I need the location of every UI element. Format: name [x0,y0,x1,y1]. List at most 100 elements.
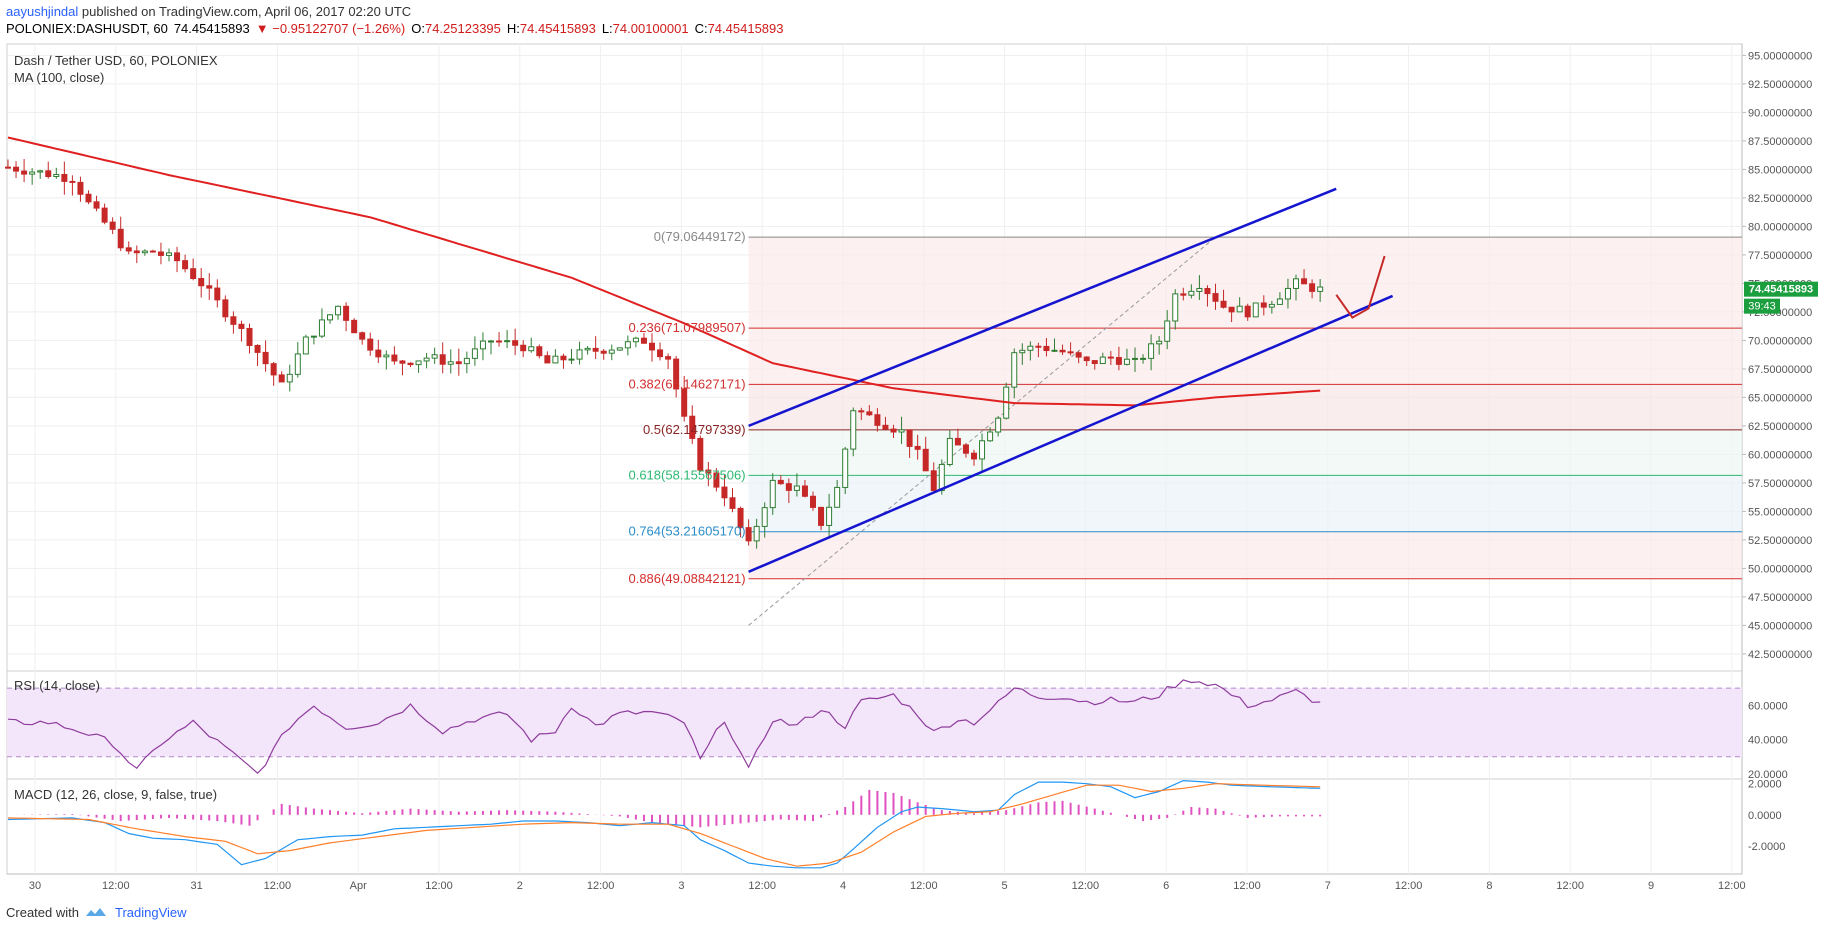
candle-body [1252,302,1259,318]
rsi-axis: 60.0000 40.0000 20.0000 [1748,700,1788,781]
candle-body [182,260,189,270]
candle-body [689,415,696,439]
candle-body [471,348,478,359]
price-axis[interactable]: 95.00000000 92.50000000 90.00000000 87.5000… [1742,50,1812,661]
candle-body [1196,287,1203,292]
candle-body [206,285,213,289]
author-link[interactable]: aayushjindal [6,4,79,19]
low-value: 74.00100001 [612,21,689,36]
candle-body [560,355,567,361]
candle-body [93,201,100,209]
candle-body [61,173,68,182]
candle-body [117,228,124,249]
candle-body [246,327,253,346]
candle-body [238,323,245,329]
candle-body [1019,349,1026,354]
candle-body [391,354,398,362]
price-tick-label: 55.00000000 [1748,506,1812,518]
symbol-name: POLONIEX:DASHUSDT, 60 [6,21,168,36]
candle-body [971,452,977,460]
rsi-tick-label: 20.0000 [1748,769,1788,781]
price-tick-label: 82.50000000 [1748,193,1812,205]
macd-legend[interactable]: MACD (12, 26, close, 9, false, true) [14,787,217,802]
candle-body [190,268,197,280]
tradingview-logo-icon [85,908,106,916]
candle-body [262,351,269,365]
time-axis[interactable]: 30 12:00 31 12:00 Apr 12:00 2 12:00 3 12:00 4 12:00… [29,880,1746,892]
candle-body [713,472,720,488]
candle-body [785,483,792,491]
candle-body [858,410,865,413]
time-tick-label: 12:00 [910,880,938,892]
annotation-arrow[interactable] [1335,255,1386,319]
candle-body [359,332,366,340]
candle-body [1043,345,1050,352]
candle-body [600,350,607,354]
fib-trend-line[interactable] [748,236,1216,626]
candle-body [552,355,559,364]
candle-body [286,373,293,383]
price-tick-label: 92.50000000 [1748,79,1812,91]
fib-band [748,475,1742,532]
candle-body [866,411,873,416]
candle-body [1140,357,1147,360]
candle-body [270,363,277,376]
candle-body [37,170,44,173]
candle-body [906,429,913,447]
candle-body [995,417,1002,433]
macd-pane[interactable] [6,778,1743,875]
candle-body [463,357,470,365]
candle-body [45,170,52,177]
candle-body [1115,357,1122,365]
candle-body [665,356,672,360]
price-tick-label: 70.00000000 [1748,335,1812,347]
candle-body [367,338,374,351]
candle-body [198,278,205,287]
fib-level-label: 0.5(62.14797339) [643,422,746,437]
candle-body [834,486,841,508]
candle-body [21,170,28,175]
candle-body [1027,345,1034,351]
candle-body [649,342,655,351]
candle-body [455,361,462,365]
candle-body [133,250,140,254]
candle-body [174,252,181,262]
candle-body [737,507,744,529]
candle-body [415,360,422,366]
rsi-legend[interactable]: RSI (14, close) [14,678,100,693]
candle-body [254,344,261,353]
candle-body [504,340,511,343]
rsi-line [7,679,1321,775]
candle-body [512,340,519,346]
candle-body [302,336,309,355]
macd-tick-label: 0.0000 [1748,810,1782,822]
fib-band [748,328,1742,385]
candle-body [77,181,84,195]
ma-legend[interactable]: MA (100, close) [14,70,104,85]
candle-body [1051,349,1058,352]
footer: Created with TradingView [6,905,187,920]
candle-body [343,305,350,321]
fib-band [748,384,1742,430]
candle-body [528,346,535,352]
price-tick-label: 57.50000000 [1748,478,1812,490]
macd-tick-label: -2.0000 [1748,841,1785,853]
channel-lower-line[interactable] [748,294,1394,573]
candle-body [979,440,986,460]
candle-body [125,247,132,252]
candle-body [294,353,301,375]
candlestick-series [5,159,1324,549]
time-tick-label: 4 [840,880,846,892]
tradingview-brand-link[interactable]: TradingView [114,905,187,920]
candle-body [1244,305,1251,318]
fib-level-label: 0(79.06449172) [654,229,746,244]
time-tick-label: 9 [1648,880,1654,892]
rsi-band-fill [7,688,1742,757]
candle-body [657,349,664,358]
channel-upper-line[interactable] [748,187,1337,428]
candle-body [1276,298,1283,305]
candle-body [592,347,599,352]
candle-body [1268,303,1275,308]
macd-axis: 2.0000 0.0000 -2.0000 [1748,779,1785,853]
